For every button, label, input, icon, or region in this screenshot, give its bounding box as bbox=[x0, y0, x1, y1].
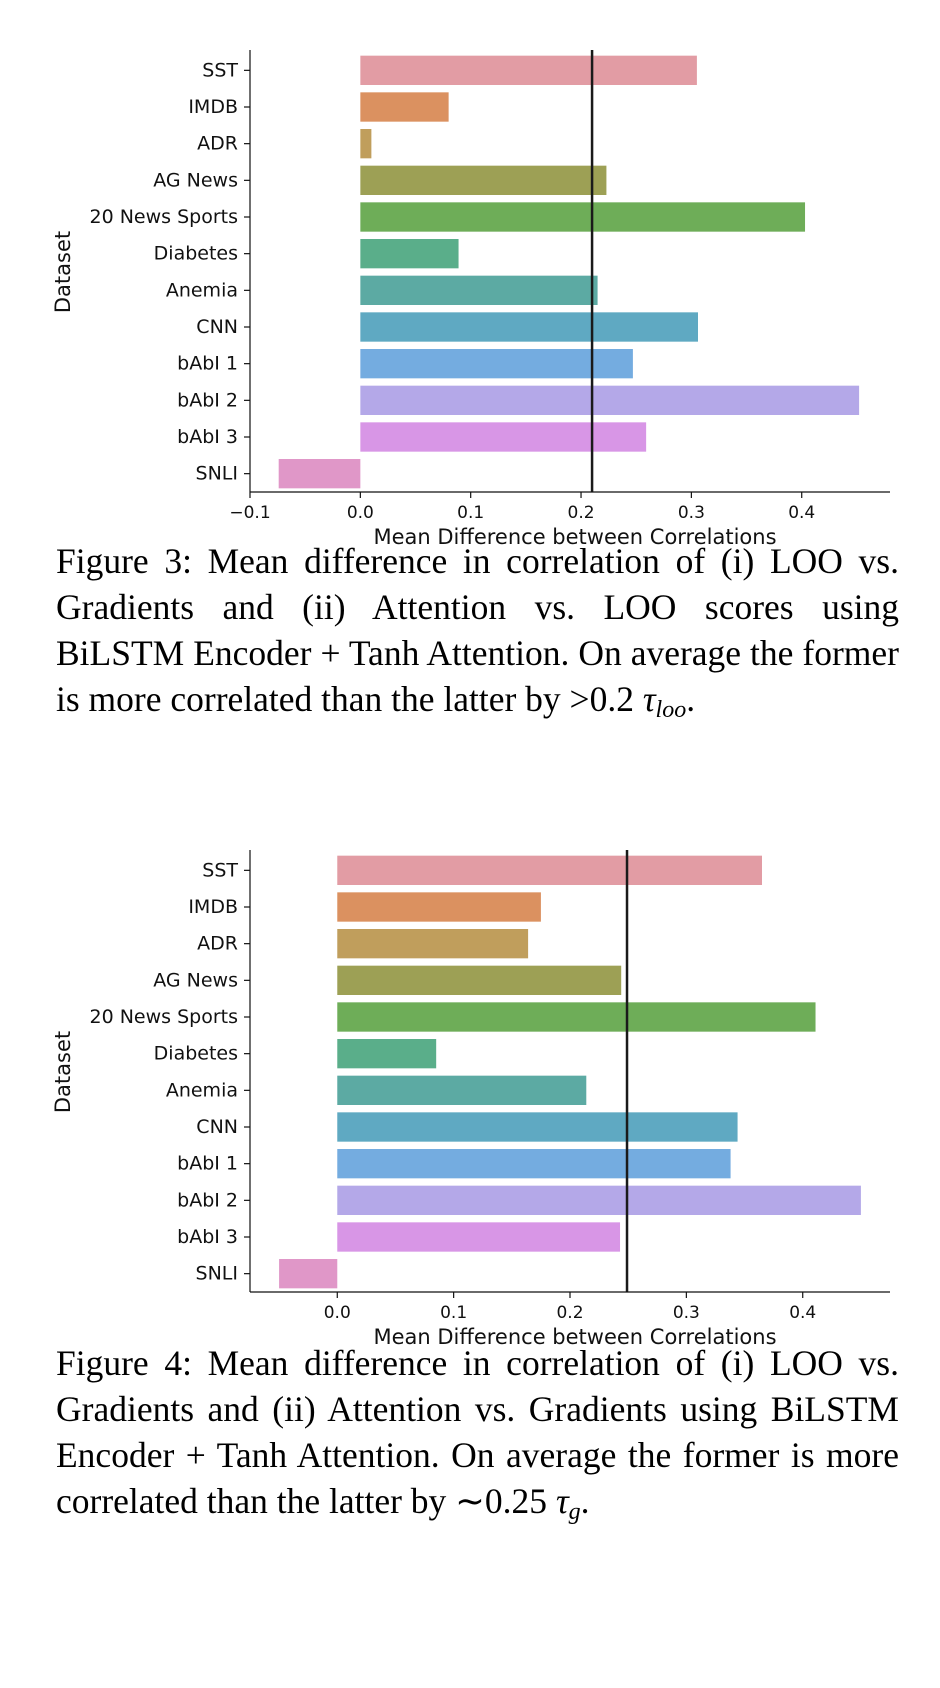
bar-ag-news bbox=[360, 165, 607, 195]
x-axis-label: Mean Difference between Correlations bbox=[373, 525, 776, 549]
bar-cnn bbox=[337, 1112, 738, 1142]
category-label: Diabetes bbox=[154, 1043, 238, 1065]
y-axis-label: Dataset bbox=[51, 1031, 75, 1113]
x-axis-label: Mean Difference between Correlations bbox=[373, 1325, 776, 1349]
category-label: 20 News Sports bbox=[89, 1006, 238, 1028]
bar-babi-3 bbox=[360, 422, 647, 452]
x-tick-label: 0.4 bbox=[788, 503, 815, 523]
bar-imdb bbox=[360, 92, 449, 122]
bar-babi-1 bbox=[360, 349, 633, 379]
bar-sst bbox=[360, 55, 697, 85]
bar-diabetes bbox=[337, 1039, 437, 1069]
x-tick-label: 0.4 bbox=[789, 1303, 816, 1323]
bar-babi-2 bbox=[360, 385, 860, 415]
x-tick-label: 0.3 bbox=[673, 1303, 700, 1323]
figure-3-caption: Figure 3: Mean difference in correlation… bbox=[56, 538, 899, 733]
x-tick-label: 0.1 bbox=[457, 503, 484, 523]
bar-snli bbox=[278, 459, 361, 489]
figure-4-caption-suffix: . bbox=[580, 1481, 590, 1521]
category-label: ADR bbox=[197, 933, 238, 955]
x-tick-label: 0.2 bbox=[568, 503, 595, 523]
bar-anemia bbox=[360, 275, 598, 305]
category-label: IMDB bbox=[188, 896, 238, 918]
category-label: SST bbox=[202, 59, 238, 81]
category-label: bAbI 2 bbox=[177, 389, 238, 411]
figure-3-caption-text: Figure 3: Mean difference in correlation… bbox=[56, 541, 899, 719]
figure-3-bar-chart: SST IMDB ADR AG News 20 News Sports Diabetes A… bbox=[51, 50, 890, 549]
category-label: Anemia bbox=[166, 1079, 238, 1101]
category-label: Anemia bbox=[166, 279, 238, 301]
x-tick-label: −0.1 bbox=[229, 503, 270, 523]
x-tick-label: 0.1 bbox=[440, 1303, 467, 1323]
figure-3-caption-suffix: . bbox=[686, 679, 696, 719]
category-label: AG News bbox=[153, 969, 238, 991]
category-label: bAbI 2 bbox=[177, 1189, 238, 1211]
category-label: AG News bbox=[153, 169, 238, 191]
bar-20-news-sports bbox=[337, 1002, 816, 1032]
bar-babi-1 bbox=[337, 1149, 731, 1179]
category-label: 20 News Sports bbox=[89, 206, 238, 228]
figure-3-chart: SST IMDB ADR AG News 20 News Sports Diabetes A… bbox=[0, 40, 940, 550]
bar-anemia bbox=[337, 1075, 587, 1105]
bar-adr bbox=[360, 129, 372, 159]
bar-cnn bbox=[360, 312, 698, 342]
bar-ag-news bbox=[337, 965, 622, 995]
category-label: SST bbox=[202, 859, 238, 881]
x-tick-label: 0.3 bbox=[678, 503, 705, 523]
y-axis-label: Dataset bbox=[51, 231, 75, 313]
figure-4-chart: SST IMDB ADR AG News 20 News Sports Diabetes A… bbox=[0, 840, 940, 1350]
bar-diabetes bbox=[360, 239, 459, 269]
x-tick-label: 0.2 bbox=[556, 1303, 583, 1323]
category-label: bAbI 3 bbox=[177, 426, 238, 448]
category-label: Diabetes bbox=[154, 243, 238, 265]
figure-4-caption-text: Figure 4: Mean difference in correlation… bbox=[56, 1343, 899, 1521]
category-label: IMDB bbox=[188, 96, 238, 118]
category-label: bAbI 3 bbox=[177, 1226, 238, 1248]
bar-babi-3 bbox=[337, 1222, 621, 1252]
figure-4-caption-symbol: τ bbox=[555, 1481, 569, 1521]
category-label: CNN bbox=[196, 316, 238, 338]
figure-3-caption-subscript: loo bbox=[655, 697, 687, 723]
category-label: SNLI bbox=[196, 1263, 238, 1285]
bar-adr bbox=[337, 929, 529, 959]
x-tick-label: 0.0 bbox=[324, 1303, 351, 1323]
category-label: bAbI 1 bbox=[177, 1153, 238, 1175]
category-label: SNLI bbox=[196, 463, 238, 485]
category-label: ADR bbox=[197, 133, 238, 155]
figure-4-caption-subscript: g bbox=[568, 1499, 581, 1525]
bar-imdb bbox=[337, 892, 541, 922]
bar-sst bbox=[337, 855, 762, 885]
bar-snli bbox=[279, 1259, 338, 1289]
figure-3-caption-symbol: τ bbox=[642, 679, 656, 719]
category-label: CNN bbox=[196, 1116, 238, 1138]
bar-20-news-sports bbox=[360, 202, 806, 232]
category-label: bAbI 1 bbox=[177, 353, 238, 375]
figure-4-bar-chart: SST IMDB ADR AG News 20 News Sports Diabetes A… bbox=[51, 850, 890, 1349]
x-tick-label: 0.0 bbox=[347, 503, 374, 523]
figure-4-caption: Figure 4: Mean difference in correlation… bbox=[56, 1340, 899, 1535]
bar-babi-2 bbox=[337, 1185, 861, 1215]
